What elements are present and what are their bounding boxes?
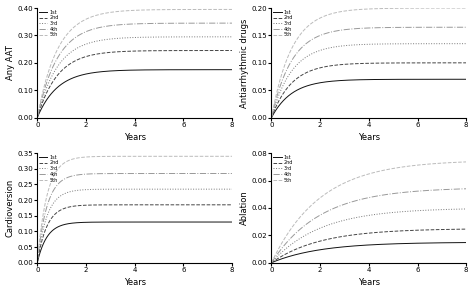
X-axis label: Years: Years: [358, 278, 380, 287]
Y-axis label: Ablation: Ablation: [240, 190, 249, 225]
Legend: 1st, 2nd, 3rd, 4th, 5th: 1st, 2nd, 3rd, 4th, 5th: [273, 9, 293, 38]
X-axis label: Years: Years: [358, 133, 380, 142]
Legend: 1st, 2nd, 3rd, 4th, 5th: 1st, 2nd, 3rd, 4th, 5th: [38, 154, 59, 183]
Legend: 1st, 2nd, 3rd, 4th, 5th: 1st, 2nd, 3rd, 4th, 5th: [38, 9, 59, 38]
X-axis label: Years: Years: [124, 133, 146, 142]
X-axis label: Years: Years: [124, 278, 146, 287]
Y-axis label: Cardioversion: Cardioversion: [6, 179, 15, 237]
Y-axis label: Antiarrhythmic drugs: Antiarrhythmic drugs: [240, 18, 249, 108]
Y-axis label: Any AAT: Any AAT: [6, 45, 15, 80]
Legend: 1st, 2nd, 3rd, 4th, 5th: 1st, 2nd, 3rd, 4th, 5th: [273, 154, 293, 183]
